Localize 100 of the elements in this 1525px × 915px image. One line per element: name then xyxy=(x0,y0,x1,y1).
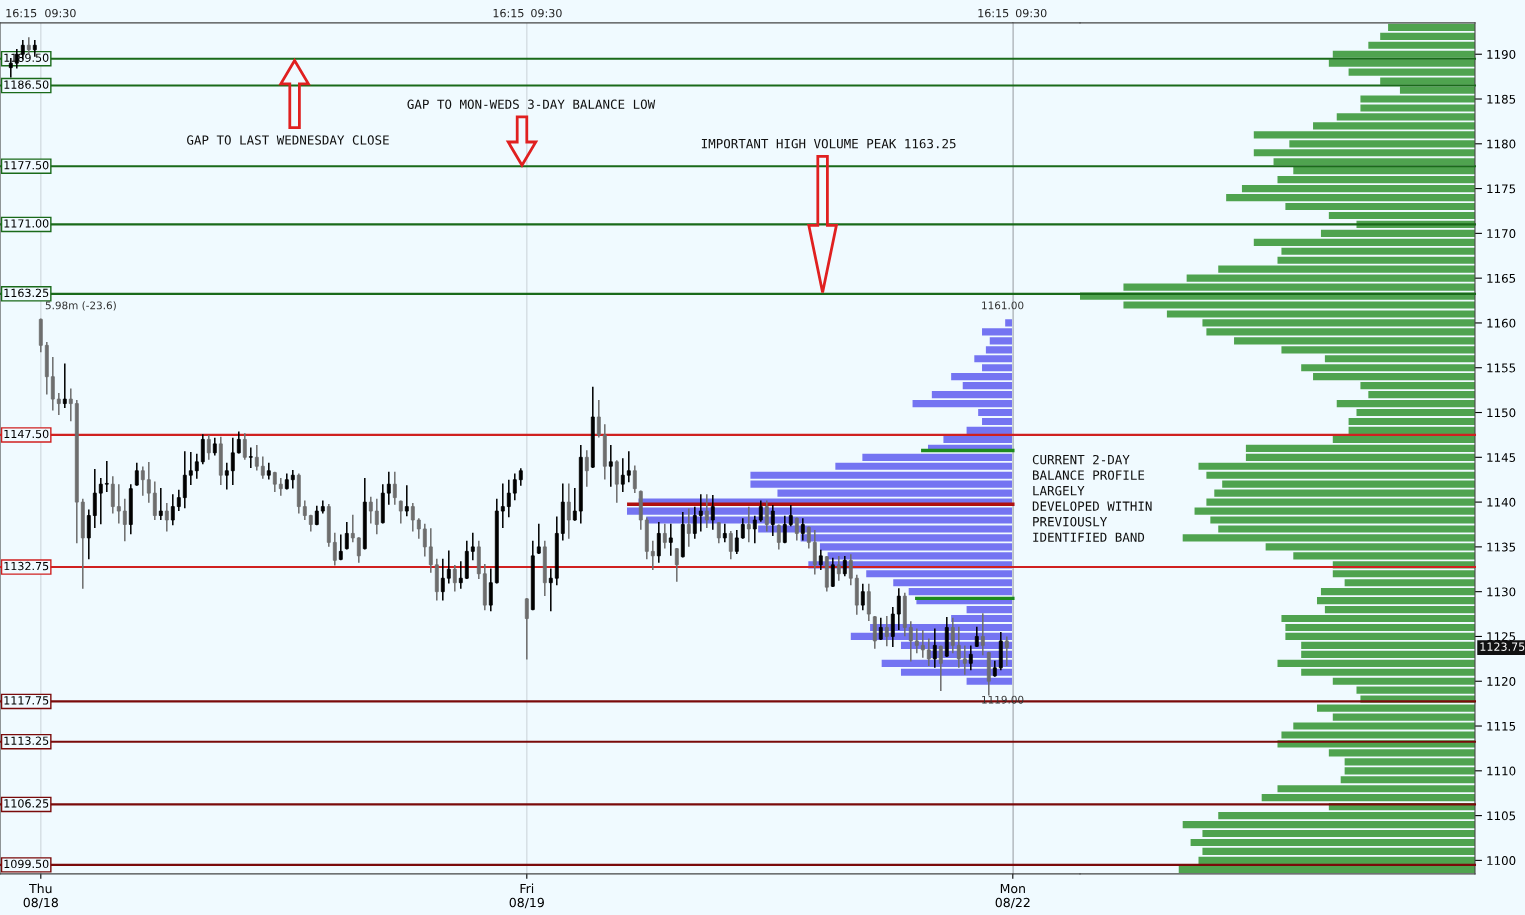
bar xyxy=(1316,597,1475,605)
bar xyxy=(974,355,1013,363)
candlestick xyxy=(188,452,193,485)
candlestick xyxy=(614,460,619,503)
bar xyxy=(1206,471,1475,479)
bar xyxy=(1241,185,1475,193)
candlestick xyxy=(656,521,661,563)
y-tick-label: 1130 xyxy=(1487,587,1516,597)
bar xyxy=(1253,131,1475,139)
candlestick xyxy=(110,476,115,514)
bar xyxy=(1340,776,1475,784)
bar xyxy=(1285,623,1475,632)
ref-line-label: 1186.50 xyxy=(4,80,49,89)
candlestick xyxy=(896,588,901,631)
text: 16:15 xyxy=(493,8,524,18)
bar xyxy=(1281,614,1475,623)
bar xyxy=(1218,812,1475,820)
candlestick xyxy=(158,487,163,520)
bar xyxy=(862,453,1013,461)
bar xyxy=(1198,462,1475,470)
candlestick xyxy=(788,504,793,527)
x-tick-label: Thu 08/18 xyxy=(23,883,58,909)
bar xyxy=(1336,399,1475,408)
ref-line-label: 1147.50 xyxy=(4,429,49,439)
candlestick xyxy=(848,554,853,586)
candlestick xyxy=(830,557,835,588)
y-tick-label: 1105 xyxy=(1487,811,1516,821)
candlestick xyxy=(770,504,775,537)
annotation: 1119.00 xyxy=(982,695,1024,704)
candlestick xyxy=(782,515,787,544)
candlestick xyxy=(572,487,577,521)
bar xyxy=(1277,176,1475,184)
candlestick xyxy=(200,434,205,465)
bar xyxy=(1301,364,1475,372)
y-tick-label: 1135 xyxy=(1487,542,1516,552)
candlestick xyxy=(776,524,781,550)
candlestick xyxy=(242,433,247,460)
candlestick xyxy=(428,528,433,573)
bar xyxy=(1344,767,1475,775)
bar xyxy=(1320,588,1475,596)
candlestick xyxy=(980,613,985,656)
candlestick xyxy=(584,450,589,487)
bar xyxy=(1277,659,1475,667)
candlestick xyxy=(596,400,601,438)
candlestick xyxy=(746,506,751,543)
annotation: GAP TO LAST WEDNESDAY CLOSE xyxy=(187,135,389,145)
candlestick xyxy=(266,462,271,480)
candlestick xyxy=(866,583,871,622)
bar xyxy=(777,489,1013,497)
candlestick xyxy=(416,518,421,539)
bar xyxy=(1186,274,1475,282)
candlestick xyxy=(818,549,823,571)
bar xyxy=(1273,158,1475,166)
bar xyxy=(1332,50,1475,58)
bar xyxy=(1222,480,1475,488)
candlestick xyxy=(878,617,883,640)
bar xyxy=(985,346,1013,354)
candlestick xyxy=(398,500,403,524)
bar xyxy=(1332,677,1475,685)
bar xyxy=(978,408,1013,417)
candlestick xyxy=(962,645,967,675)
candlestick xyxy=(974,626,979,648)
candlestick xyxy=(926,638,931,666)
y-tick-label: 1190 xyxy=(1487,49,1516,59)
ref-line-label: 1163.25 xyxy=(4,288,49,298)
bar xyxy=(966,606,1013,614)
candlestick xyxy=(206,435,211,460)
candlestick xyxy=(422,523,427,557)
candlestick xyxy=(884,615,889,647)
candlestick xyxy=(632,465,637,494)
candlestick xyxy=(548,568,553,612)
candlestick xyxy=(734,529,739,554)
bar xyxy=(1320,229,1475,237)
bar xyxy=(1301,668,1475,676)
candlestick xyxy=(620,458,625,493)
bar xyxy=(1344,758,1475,766)
bar xyxy=(1328,59,1475,67)
y-tick-label: 1155 xyxy=(1487,363,1516,373)
bar xyxy=(1198,856,1475,864)
ref-line-label: 1113.25 xyxy=(4,736,49,745)
text: 09:30 xyxy=(1015,8,1047,18)
y-tick-label: 1145 xyxy=(1487,453,1516,462)
bar xyxy=(1368,41,1475,49)
bar xyxy=(1332,570,1475,578)
bar xyxy=(1245,444,1475,452)
candlestick xyxy=(350,514,355,543)
candlestick xyxy=(386,471,391,505)
bar xyxy=(1253,149,1475,157)
candlestick xyxy=(104,461,109,493)
x-tick-label: Mon 08/22 xyxy=(995,883,1030,909)
bar xyxy=(1324,606,1475,614)
candlestick xyxy=(920,630,925,658)
y-tick-label: 1110 xyxy=(1487,766,1516,776)
bar xyxy=(1218,265,1475,273)
candlestick xyxy=(500,483,505,528)
candlestick xyxy=(140,466,145,496)
bar xyxy=(1214,489,1475,497)
bar xyxy=(1348,426,1475,435)
ref-line-label: 1117.75 xyxy=(4,696,49,705)
bar xyxy=(835,462,1013,470)
